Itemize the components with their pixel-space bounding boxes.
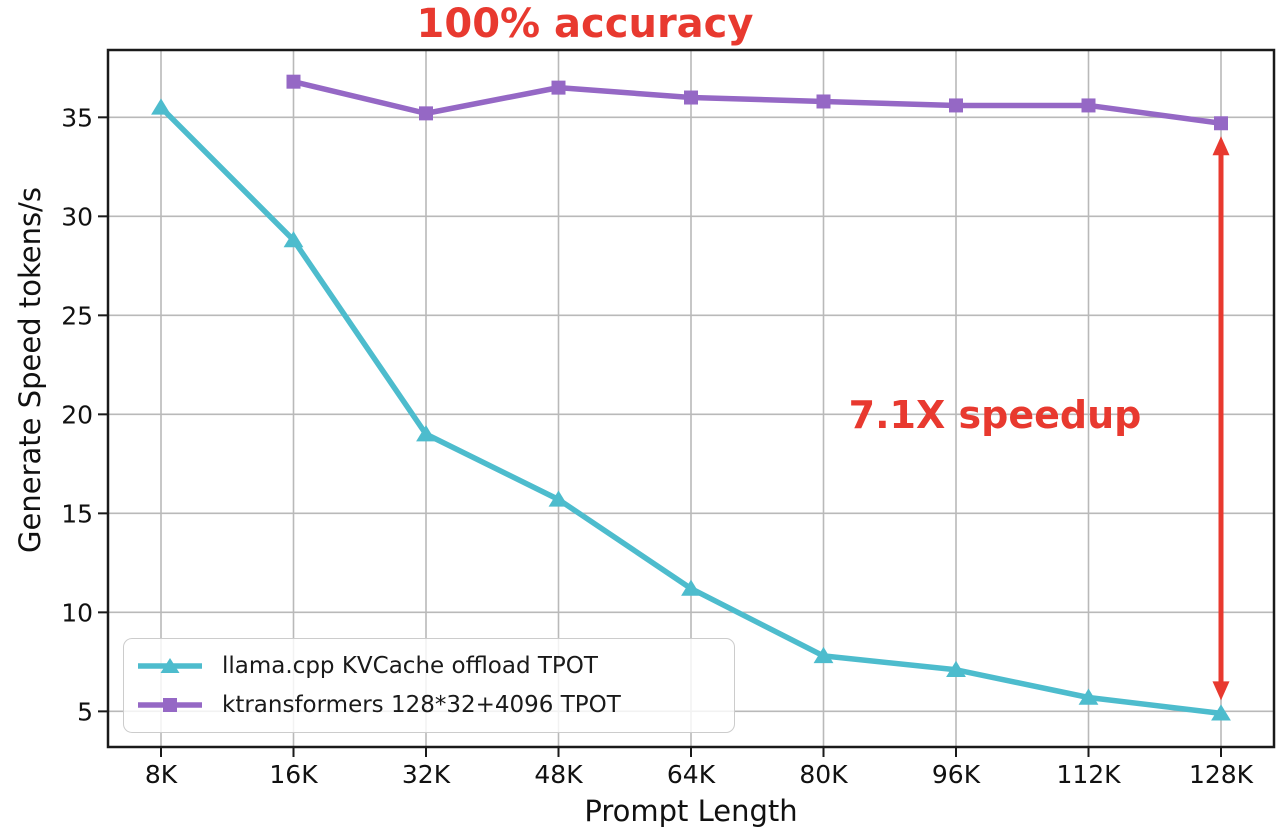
triangle-marker bbox=[946, 660, 966, 677]
y-tick-label: 25 bbox=[61, 301, 93, 330]
triangle-marker bbox=[283, 231, 304, 248]
triangle-marker-icon bbox=[138, 657, 202, 673]
chart-title: 100% accuracy bbox=[416, 1, 754, 47]
y-tick-label: 5 bbox=[77, 697, 93, 726]
square-marker bbox=[286, 74, 301, 89]
x-tick-label: 96K bbox=[932, 760, 981, 789]
x-axis-label: Prompt Length bbox=[584, 794, 798, 828]
x-tick-label: 16K bbox=[269, 760, 318, 789]
legend-item-ktransformers: ktransformers 128*32+4096 TPOT bbox=[136, 686, 734, 724]
legend-item-llamacpp: llama.cpp KVCache offload TPOT bbox=[136, 647, 734, 685]
square-marker bbox=[949, 98, 963, 113]
y-tick-label: 20 bbox=[61, 400, 93, 429]
series-line bbox=[290, 78, 1224, 127]
arrow-head-up bbox=[1212, 136, 1230, 156]
square-marker bbox=[419, 106, 433, 121]
triangle-marker bbox=[681, 579, 701, 596]
legend: llama.cpp KVCache offload TPOT ktransfor… bbox=[123, 638, 735, 733]
square-marker bbox=[816, 94, 831, 109]
triangle-marker bbox=[151, 98, 171, 115]
triangle-marker bbox=[1211, 704, 1231, 721]
legend-sample-marker bbox=[160, 657, 180, 673]
legend-sample-marker bbox=[163, 698, 177, 713]
x-tick-label: 8K bbox=[145, 760, 178, 789]
square-marker bbox=[551, 80, 566, 95]
triangle-marker bbox=[1078, 688, 1099, 705]
legend-label-ktransformers: ktransformers 128*32+4096 TPOT bbox=[222, 692, 621, 719]
square-marker bbox=[1081, 98, 1096, 113]
legend-label-llamacpp: llama.cpp KVCache offload TPOT bbox=[222, 652, 598, 679]
square-marker bbox=[684, 90, 698, 105]
x-tick-label: 128K bbox=[1189, 760, 1254, 789]
x-tick-label: 80K bbox=[799, 760, 848, 789]
y-axis-label: Generate Speed tokens/s bbox=[13, 187, 47, 553]
x-tick-label: 112K bbox=[1056, 760, 1121, 789]
square-marker bbox=[1214, 116, 1228, 131]
y-tick-label: 30 bbox=[61, 202, 93, 231]
y-tick-label: 15 bbox=[61, 499, 93, 528]
x-tick-label: 48K bbox=[534, 760, 583, 789]
y-tick-label: 10 bbox=[61, 598, 93, 627]
y-tick-label: 35 bbox=[61, 103, 93, 132]
triangle-marker bbox=[548, 490, 569, 507]
x-tick-label: 32K bbox=[402, 760, 451, 789]
x-tick-label: 64K bbox=[667, 760, 716, 789]
triangle-marker bbox=[813, 646, 834, 664]
speedup-annotation: 7.1X speedup bbox=[848, 393, 1142, 437]
arrow-head-down bbox=[1212, 681, 1230, 701]
square-marker-icon bbox=[138, 698, 202, 713]
triangle-marker bbox=[416, 425, 436, 442]
